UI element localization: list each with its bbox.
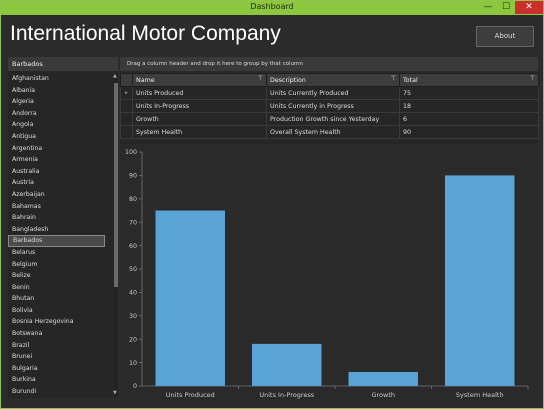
bar bbox=[252, 343, 322, 386]
country-list-item[interactable]: Botswana bbox=[12, 330, 43, 338]
y-tick-label: 70 bbox=[129, 219, 137, 226]
country-list-scrollbar[interactable]: ▲ ▼ bbox=[113, 73, 118, 397]
y-tick-label: 40 bbox=[129, 290, 137, 297]
bar-chart-svg: 0 10 20 30 40 50 60 70 80 90 100 Units Produced Unit… bbox=[125, 149, 529, 399]
country-panel: Barbados Afghanistan Albania Algeria Andorr… bbox=[8, 57, 118, 398]
table-row[interactable]: ▸ Units Produced Units Currently Produced 7… bbox=[120, 86, 539, 100]
table-cell-total: 75 bbox=[399, 86, 539, 100]
row-indicator-header bbox=[120, 73, 133, 87]
country-list-item[interactable]: Algeria bbox=[12, 98, 34, 106]
close-button[interactable]: ✕ bbox=[515, 1, 543, 14]
y-tick-label: 10 bbox=[129, 360, 137, 367]
table-cell-name: System Health bbox=[132, 125, 267, 139]
filter-icon[interactable]: ⊤ bbox=[529, 75, 535, 82]
y-tick-label: 20 bbox=[129, 336, 137, 343]
x-tick-label: Units In-Progress bbox=[259, 391, 314, 399]
bar bbox=[348, 371, 418, 386]
bar bbox=[445, 175, 515, 386]
x-tick-label: Units Produced bbox=[166, 391, 215, 399]
table-cell-name: Growth bbox=[132, 112, 267, 126]
country-list-item[interactable]: Brazil bbox=[12, 341, 30, 349]
country-list-item[interactable]: Bolivia bbox=[12, 306, 33, 314]
country-list-item[interactable]: Bahrain bbox=[12, 214, 36, 222]
table-cell-total: 6 bbox=[399, 112, 539, 126]
y-tick-label: 100 bbox=[125, 149, 137, 156]
y-tick-label: 60 bbox=[129, 243, 137, 250]
table-row[interactable]: System Health Overall System Health 90 bbox=[120, 125, 539, 139]
data-grid: Name ⊤ Description ⊤ Total ⊤ ▸ Units Produce… bbox=[120, 73, 539, 144]
minimize-button[interactable]: — bbox=[483, 2, 493, 12]
column-header-total[interactable]: Total ⊤ bbox=[399, 73, 539, 87]
country-list-item[interactable]: Belarus bbox=[12, 248, 36, 256]
country-list-item[interactable]: Bhutan bbox=[12, 295, 35, 303]
bar bbox=[155, 210, 225, 386]
x-tick-label: Growth bbox=[371, 391, 395, 399]
country-list-item[interactable]: Antigua bbox=[12, 132, 36, 140]
maximize-button[interactable]: ☐ bbox=[501, 2, 511, 12]
y-tick-label: 50 bbox=[129, 266, 137, 273]
current-row-icon: ▸ bbox=[120, 86, 133, 100]
row-indicator bbox=[120, 125, 133, 139]
column-header-label: Name bbox=[136, 76, 155, 84]
y-tick-label: 90 bbox=[129, 173, 137, 180]
country-list-item[interactable]: Bosnia Herzegovina bbox=[12, 318, 74, 326]
country-list-item[interactable]: Burundi bbox=[12, 388, 37, 396]
x-tick-label: System Health bbox=[456, 391, 504, 399]
country-list-item[interactable]: Afghanistan bbox=[12, 75, 49, 82]
column-header-label: Total bbox=[403, 76, 418, 84]
country-list-item[interactable]: Albania bbox=[12, 86, 36, 94]
country-list-item[interactable]: Benin bbox=[12, 283, 30, 291]
country-list-item[interactable]: Angola bbox=[12, 121, 34, 129]
country-list-item[interactable]: Andorra bbox=[12, 109, 37, 117]
bar-chart: 0 10 20 30 40 50 60 70 80 90 100 Units Produced Unit… bbox=[120, 146, 538, 400]
table-cell-description: Units Currently in Progress bbox=[266, 99, 400, 113]
about-button[interactable]: About bbox=[476, 26, 534, 47]
column-header-label: Description bbox=[270, 76, 306, 84]
filter-icon[interactable]: ⊤ bbox=[257, 75, 263, 82]
column-header-name[interactable]: Name ⊤ bbox=[132, 73, 267, 87]
table-cell-description: Overall System Health bbox=[266, 125, 400, 139]
table-cell-name: Units Produced bbox=[132, 86, 267, 100]
group-panel-hint[interactable]: Drag a column header and drop it here to… bbox=[120, 57, 538, 71]
country-list-item[interactable]: Brunei bbox=[12, 353, 33, 361]
table-row[interactable]: Growth Production Growth since Yesterday 6 bbox=[120, 112, 539, 126]
table-cell-description: Units Currently Produced bbox=[266, 86, 400, 100]
row-indicator bbox=[120, 112, 133, 126]
y-tick-label: 80 bbox=[129, 196, 137, 203]
main-panel: Drag a column header and drop it here to… bbox=[120, 57, 539, 400]
country-list-item[interactable]: Armenia bbox=[12, 156, 38, 164]
country-list-item[interactable]: Belgium bbox=[12, 260, 38, 268]
title-bar: Dashboard — ☐ ✕ bbox=[1, 1, 543, 15]
window-title: Dashboard bbox=[250, 2, 294, 11]
country-list-item[interactable]: Barbados bbox=[8, 235, 105, 247]
scroll-up-icon[interactable]: ▲ bbox=[113, 73, 117, 79]
filter-icon[interactable]: ⊤ bbox=[390, 75, 396, 82]
country-list-item[interactable]: Bangladesh bbox=[12, 225, 49, 233]
country-list-item[interactable]: Azerbaijan bbox=[12, 190, 45, 198]
table-row[interactable]: Units In-Progress Units Currently in Prog… bbox=[120, 99, 539, 113]
scroll-down-icon[interactable]: ▼ bbox=[113, 390, 117, 396]
country-list-item[interactable]: Burkina bbox=[12, 376, 36, 384]
app-title: International Motor Company bbox=[10, 22, 281, 45]
table-cell-total: 18 bbox=[399, 99, 539, 113]
row-indicator bbox=[120, 99, 133, 113]
table-cell-total: 90 bbox=[399, 125, 539, 139]
scrollbar-thumb[interactable] bbox=[114, 83, 118, 287]
country-list-item[interactable]: Australia bbox=[12, 167, 40, 175]
country-list-item[interactable]: Belize bbox=[12, 272, 31, 280]
app-header: International Motor Company About bbox=[1, 15, 543, 55]
y-tick-label: 30 bbox=[129, 313, 137, 320]
table-cell-description: Production Growth since Yesterday bbox=[266, 112, 400, 126]
country-list-item[interactable]: Austria bbox=[12, 179, 34, 187]
country-list-item[interactable]: Argentina bbox=[12, 144, 43, 152]
y-tick-label: 0 bbox=[133, 383, 137, 390]
column-header-description[interactable]: Description ⊤ bbox=[266, 73, 400, 87]
table-cell-name: Units In-Progress bbox=[132, 99, 267, 113]
country-list-item[interactable]: Bulgaria bbox=[12, 364, 38, 372]
selected-country-field[interactable]: Barbados bbox=[8, 57, 118, 71]
country-list: Afghanistan Albania Algeria Andorra Angola An… bbox=[8, 73, 112, 398]
country-list-item[interactable]: Bahamas bbox=[12, 202, 41, 210]
